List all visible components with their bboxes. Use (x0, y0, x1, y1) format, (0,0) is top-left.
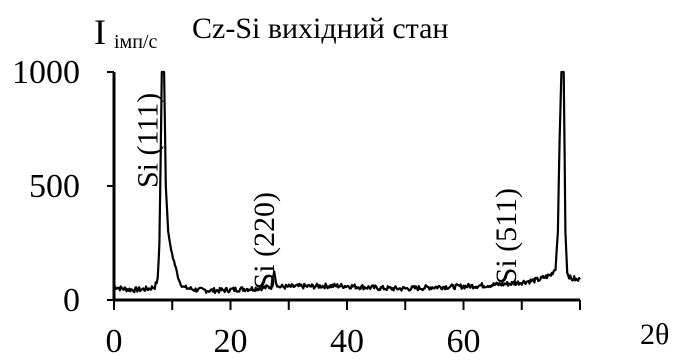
x-axis-label: 2θ (640, 318, 669, 351)
y-axis-label: I (94, 12, 106, 52)
y-tick-label: 1000 (12, 54, 80, 91)
peak-annotations: Si (111) Si (220) Si (511) (132, 93, 523, 290)
x-tick-label: 60 (447, 323, 481, 360)
x-tick-label: 0 (106, 323, 123, 360)
peak-label: Si (511) (490, 188, 523, 284)
x-tick-label: 40 (330, 323, 364, 360)
peak-label: Si (220) (248, 192, 281, 290)
y-tick-label: 500 (29, 168, 80, 205)
peak-label: Si (111) (132, 93, 165, 188)
y-axis-unit: імп/с (114, 31, 157, 53)
y-tick-label: 0 (63, 282, 80, 319)
x-ticks: 0 20 40 60 (106, 300, 581, 360)
x-tick-label: 20 (214, 323, 248, 360)
series-line (113, 70, 581, 294)
chart-title: Cz-Si вихідний стан (192, 12, 448, 45)
y-ticks: 0 500 1000 (12, 54, 114, 319)
